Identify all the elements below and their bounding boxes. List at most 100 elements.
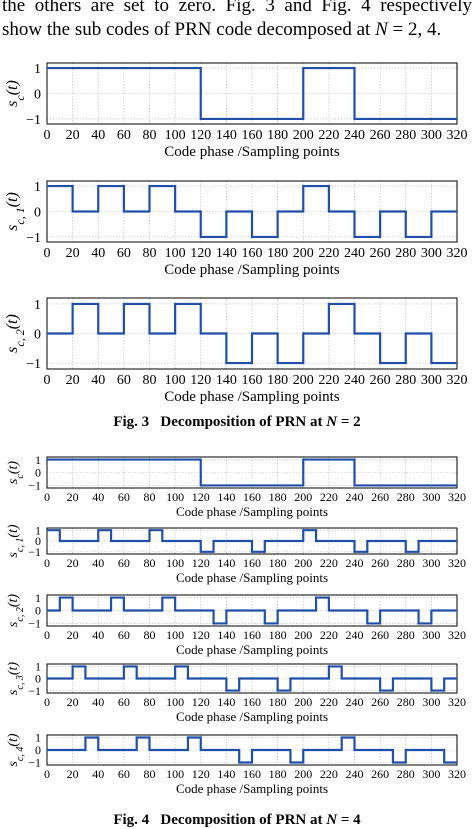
- y-tick-label: −1: [28, 479, 41, 493]
- x-axis-label: Code phase /Sampling points: [176, 504, 328, 519]
- x-axis-label: Code phase /Sampling points: [176, 642, 328, 657]
- x-tick-label: 260: [371, 628, 389, 642]
- x-tick-label: 0: [44, 767, 50, 781]
- y-axis-label: sc, 1(t): [6, 524, 26, 557]
- x-tick-label: 0: [44, 628, 50, 642]
- x-tick-label: 320: [447, 373, 468, 388]
- paragraph-line-2: show the sub codes of PRN code decompose…: [2, 19, 442, 40]
- x-tick-label: 260: [371, 490, 389, 504]
- x-tick-label: 300: [421, 128, 442, 143]
- x-tick-label: 280: [395, 373, 416, 388]
- y-tick-label: 0: [35, 534, 41, 548]
- x-tick-label: 280: [397, 767, 415, 781]
- x-tick-label: 240: [346, 695, 364, 709]
- x-tick-label: 180: [267, 128, 288, 143]
- chart-panel-6: 0 20 40 60 80 100 120 140 160 180 200 220 240 260 280 3…: [6, 591, 466, 657]
- x-tick-label: 140: [217, 628, 235, 642]
- x-tick-label: 60: [117, 128, 131, 143]
- x-tick-label: 180: [267, 246, 288, 261]
- series-line: [47, 184, 457, 239]
- x-tick-label: 260: [370, 246, 391, 261]
- y-axis-label: sc, 1(t): [4, 192, 27, 231]
- x-tick-label: 100: [166, 628, 184, 642]
- x-tick-label: 0: [44, 128, 51, 143]
- y-tick-label: 1: [35, 453, 41, 467]
- x-tick-label: 40: [92, 556, 104, 570]
- x-axis-label: Code phase /Sampling points: [164, 262, 340, 278]
- x-tick-label: 0: [44, 556, 50, 570]
- x-tick-label: 300: [421, 373, 442, 388]
- x-tick-label: 200: [294, 767, 312, 781]
- x-tick-label: 160: [243, 695, 261, 709]
- x-tick-label: 120: [192, 767, 210, 781]
- x-tick-label: 180: [269, 556, 287, 570]
- x-tick-label: 80: [144, 695, 156, 709]
- y-tick-label: 1: [34, 62, 41, 77]
- x-tick-label: 20: [67, 767, 79, 781]
- x-axis-label: Code phase /Sampling points: [164, 144, 340, 160]
- x-tick-label: 320: [447, 128, 468, 143]
- y-tick-label: −1: [28, 684, 41, 698]
- x-tick-label: 140: [217, 490, 235, 504]
- y-axis-label: sc(t): [4, 80, 27, 107]
- x-tick-label: 240: [346, 628, 364, 642]
- y-tick-label: 0: [34, 87, 41, 102]
- x-tick-label: 200: [294, 556, 312, 570]
- chart-panel-2: 0 20 40 60 80 100 120 140 160 180 200 220 240 260 280 3…: [4, 180, 468, 278]
- x-tick-label: 120: [192, 628, 210, 642]
- x-axis-label: Code phase /Sampling points: [164, 389, 340, 405]
- series-line: [47, 736, 457, 764]
- x-tick-label: 220: [320, 556, 338, 570]
- chart-panel-4: 0 20 40 60 80 100 120 140 160 180 200 220 240 260 280 3…: [6, 453, 466, 519]
- x-tick-label: 40: [91, 246, 105, 261]
- x-tick-label: 160: [242, 373, 263, 388]
- x-tick-label: 160: [242, 246, 263, 261]
- x-tick-label: 20: [67, 556, 79, 570]
- x-tick-label: 60: [118, 628, 130, 642]
- y-tick-label: −1: [28, 617, 41, 631]
- x-tick-label: 40: [91, 128, 105, 143]
- x-tick-label: 60: [118, 490, 130, 504]
- x-tick-label: 300: [422, 767, 440, 781]
- chart-panel-1: 0 20 40 60 80 100 120 140 160 180 200 220 240 260 280 3…: [4, 62, 468, 160]
- x-tick-label: 120: [190, 246, 211, 261]
- x-tick-label: 320: [448, 695, 466, 709]
- x-tick-label: 260: [371, 556, 389, 570]
- x-tick-label: 160: [243, 767, 261, 781]
- series-line: [47, 302, 457, 365]
- x-tick-label: 100: [166, 695, 184, 709]
- x-tick-label: 280: [397, 556, 415, 570]
- x-tick-label: 260: [370, 128, 391, 143]
- x-tick-label: 260: [371, 695, 389, 709]
- x-tick-label: 100: [166, 490, 184, 504]
- x-tick-label: 320: [448, 556, 466, 570]
- x-tick-label: 20: [67, 695, 79, 709]
- x-tick-label: 300: [422, 556, 440, 570]
- y-tick-label: 0: [34, 327, 41, 342]
- x-tick-label: 240: [344, 128, 365, 143]
- y-tick-label: 1: [34, 180, 41, 195]
- paragraph-line-1: the others are set to zero. Fig. 3 and F…: [2, 0, 472, 16]
- y-axis-label: sc, 2(t): [6, 594, 26, 627]
- fig3-caption: Fig. 3 Decomposition of PRN at N = 2: [113, 414, 361, 430]
- plot-frame: [46, 62, 458, 125]
- series-line: [47, 529, 457, 553]
- x-tick-label: 20: [67, 490, 79, 504]
- y-tick-label: 0: [35, 604, 41, 618]
- x-tick-label: 140: [217, 556, 235, 570]
- y-tick-label: 0: [35, 466, 41, 480]
- x-tick-label: 300: [422, 695, 440, 709]
- x-tick-label: 100: [165, 246, 186, 261]
- x-tick-label: 280: [397, 628, 415, 642]
- x-tick-label: 320: [447, 246, 468, 261]
- y-axis-label: sc, 2(t): [4, 314, 27, 353]
- y-tick-label: 1: [35, 731, 41, 745]
- x-tick-label: 140: [216, 128, 237, 143]
- series-line: [47, 458, 457, 487]
- x-tick-label: 240: [344, 373, 365, 388]
- x-tick-label: 80: [143, 128, 157, 143]
- y-tick-label: 0: [35, 743, 41, 757]
- x-tick-label: 220: [320, 767, 338, 781]
- y-axis-label: sc, 3(t): [6, 662, 26, 695]
